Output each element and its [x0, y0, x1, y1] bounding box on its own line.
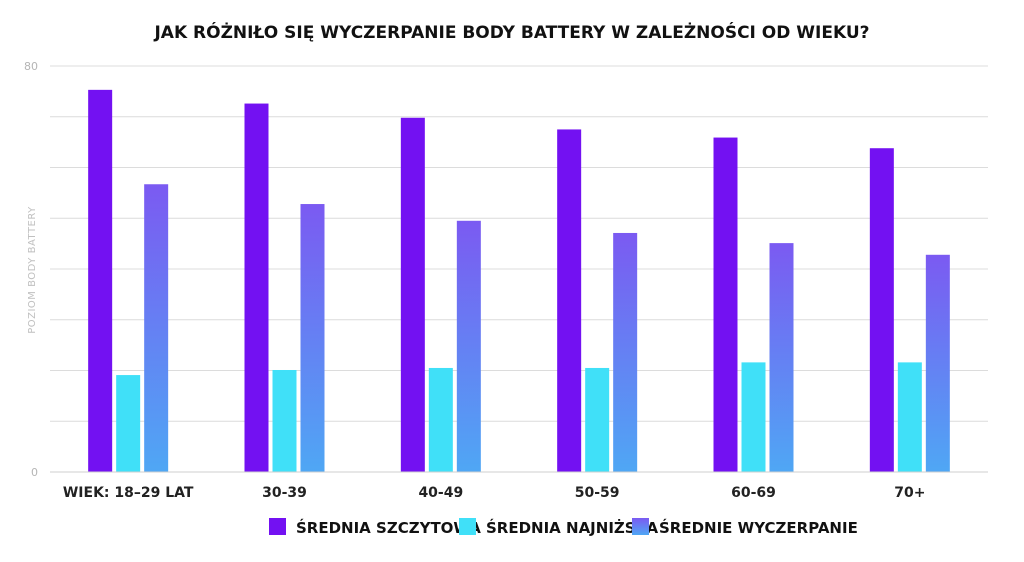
x-tick-labels: WIEK: 18–29 LAT 30-39 40-49 50-59 60-69 70+ [63, 485, 926, 501]
bar-peak [869, 148, 894, 472]
bar-exhaustion [456, 220, 481, 472]
bars [88, 89, 950, 473]
bar-low [897, 362, 922, 472]
bar-exhaustion [144, 184, 169, 472]
bar-exhaustion [613, 232, 638, 472]
legend-label-peak: ŚREDNIA SZCZYTOWA [296, 518, 481, 537]
legend: ŚREDNIA SZCZYTOWA ŚREDNIA NAJNIŻSZA ŚRED… [269, 518, 858, 537]
bar-exhaustion [925, 254, 950, 472]
legend-label-exhaustion: ŚREDNIE WYCZERPANIE [659, 518, 858, 537]
x-tick-label: 70+ [894, 485, 925, 501]
legend-swatch-low [459, 518, 476, 535]
bar-exhaustion [300, 204, 325, 473]
bar-low [272, 369, 297, 472]
bar-peak [557, 129, 582, 472]
bar-low [741, 362, 766, 472]
bar-low [428, 367, 453, 472]
legend-swatch-peak [269, 518, 286, 535]
y-tick-zero: 0 [31, 466, 38, 479]
y-axis-label: POZIOM BODY BATTERY [27, 206, 38, 334]
bar-peak [400, 117, 425, 472]
bar-exhaustion [769, 243, 794, 472]
bar-low [116, 375, 141, 472]
grid-lines [50, 65, 988, 422]
y-tick-max: 80 [24, 60, 38, 73]
x-tick-label: 30-39 [262, 485, 307, 501]
x-tick-label: WIEK: 18–29 LAT [63, 485, 194, 501]
legend-swatch-exhaustion [632, 518, 649, 535]
x-tick-label: 40-49 [418, 485, 463, 501]
bar-peak [713, 137, 738, 472]
bar-peak [244, 103, 269, 473]
x-tick-label: 50-59 [575, 485, 620, 501]
bar-low [585, 367, 610, 472]
legend-label-low: ŚREDNIA NAJNIŻSZA [486, 518, 658, 537]
x-tick-label: 60-69 [731, 485, 776, 501]
chart-title: JAK RÓŻNIŁO SIĘ WYCZERPANIE BODY BATTERY… [153, 21, 869, 43]
bar-peak [88, 89, 113, 472]
